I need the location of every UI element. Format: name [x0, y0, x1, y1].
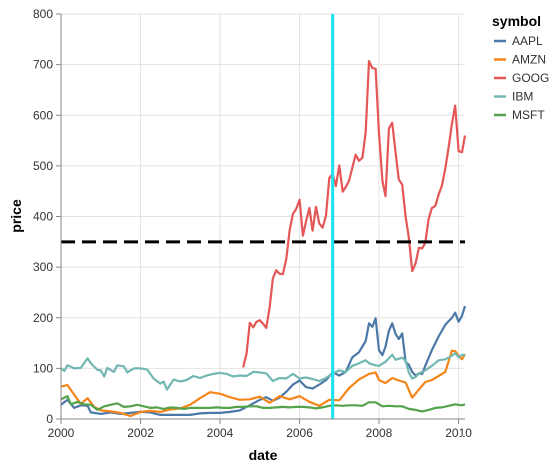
legend-label: AAPL [512, 34, 543, 48]
y-tick-label: 800 [33, 7, 53, 21]
x-tick-label: 2004 [207, 426, 234, 440]
series-line-msft [60, 395, 466, 413]
series-lines [60, 60, 467, 418]
y-axis-title: price [8, 199, 24, 233]
y-tick-label: 200 [33, 311, 53, 325]
series-line-amzn [60, 349, 466, 418]
series-line-ibm [60, 352, 466, 391]
legend-label: GOOG [512, 71, 549, 85]
legend: symbol AAPL AMZN GOOG IBM MSFT [492, 13, 549, 122]
y-tick-label: 600 [33, 108, 53, 122]
reference-rules [61, 14, 465, 419]
x-tick-label: 2010 [445, 426, 472, 440]
x-tick-label: 2006 [286, 426, 313, 440]
x-tick-label: 2000 [48, 426, 75, 440]
x-axis-title: date [249, 447, 278, 463]
legend-title: symbol [492, 13, 541, 29]
watermark-text: 知乎 @朱卫军 [460, 435, 548, 451]
axes: 0 100 200 300 400 500 600 700 800 2000 2002 2004 200… [33, 7, 472, 440]
y-tick-label: 700 [33, 58, 53, 72]
series-line-goog [242, 60, 467, 368]
legend-label: AMZN [512, 53, 546, 67]
legend-label: MSFT [512, 108, 545, 122]
y-tick-label: 400 [33, 210, 53, 224]
y-tick-label: 300 [33, 260, 53, 274]
y-tick-label: 100 [33, 361, 53, 375]
x-tick-label: 2008 [366, 426, 393, 440]
x-tick-label: 2002 [127, 426, 154, 440]
y-tick-label: 500 [33, 159, 53, 173]
y-tick-label: 0 [46, 412, 53, 426]
legend-label: IBM [512, 90, 533, 104]
